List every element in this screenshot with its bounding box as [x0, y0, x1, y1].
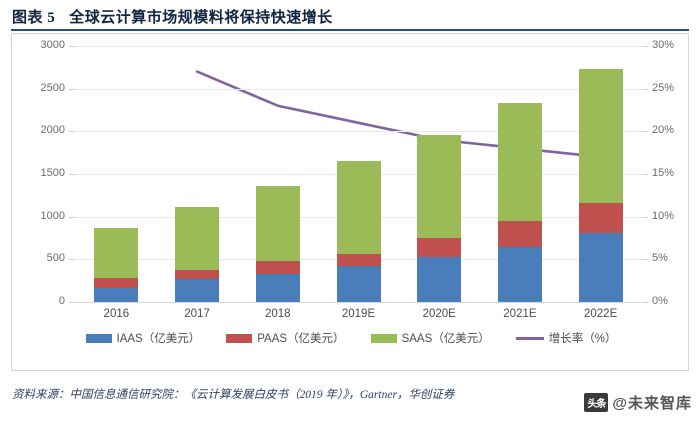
figure-number: 图表 5 — [12, 10, 56, 26]
bar-segment[interactable] — [175, 270, 220, 280]
legend-color-swatch — [226, 333, 253, 343]
chart-container: 0 0% 500 5% 1000 10% 1500 15% 2000 20% 2500 25% 3000… — [11, 33, 689, 371]
bar-group[interactable] — [336, 46, 381, 302]
x-axis-label: 2021E — [503, 308, 537, 320]
y-axis-label-right: 0% — [652, 295, 668, 307]
bar-segment[interactable] — [175, 279, 220, 302]
gridline — [76, 302, 641, 303]
y-axis-label-left: 3000 — [40, 39, 65, 51]
source-note: 资料来源：中国信息通信研究院：《云计算发展白皮书（2019 年）》，Gartne… — [12, 389, 455, 401]
y-axis-tick-right — [642, 131, 648, 133]
bar-segment[interactable] — [255, 185, 300, 262]
y-axis-tick-left — [69, 174, 75, 175]
y-axis-tick-right — [642, 46, 648, 47]
bar-segment[interactable] — [255, 261, 300, 274]
legend-label: SAAS（亿美元） — [401, 333, 490, 345]
bar-group[interactable] — [417, 46, 462, 302]
y-axis-label-right: 20% — [652, 124, 675, 137]
y-axis-label-left: 1000 — [40, 209, 65, 222]
y-axis-tick-right — [642, 259, 648, 261]
x-axis-label: 2018 — [264, 308, 291, 320]
y-axis-tick-left — [69, 216, 75, 218]
bar-group[interactable] — [578, 46, 623, 302]
y-axis-label-right: 10% — [652, 209, 675, 222]
x-axis-label: 2022E — [584, 308, 618, 320]
gridline — [76, 131, 641, 133]
bar-group[interactable] — [255, 46, 300, 302]
bar-segment[interactable] — [497, 246, 542, 302]
bar-segment[interactable] — [336, 253, 381, 267]
bar-segment[interactable] — [417, 256, 462, 302]
bar-segment[interactable] — [497, 102, 542, 222]
legend-label: IAAS（亿美元） — [116, 333, 201, 345]
bar-segment[interactable] — [578, 69, 623, 204]
y-axis-label-right: 30% — [652, 39, 675, 51]
x-axis-label: 2020E — [422, 308, 456, 320]
y-axis-tick-right — [642, 88, 648, 90]
legend-label: PAAS（亿美元） — [257, 333, 345, 345]
legend-label: 增长率（%） — [548, 333, 617, 345]
bar-segment[interactable] — [336, 266, 381, 302]
y-axis-tick-right — [642, 302, 648, 303]
bar-segment[interactable] — [175, 207, 220, 271]
y-axis-tick-left — [69, 259, 75, 261]
watermark: 头条 @未来智库 — [584, 392, 692, 413]
x-axis-label: 2016 — [103, 308, 130, 320]
bar-group[interactable] — [175, 46, 220, 302]
bar-segment[interactable] — [417, 134, 462, 239]
bar-segment[interactable] — [94, 287, 139, 302]
x-axis-label: 2019E — [341, 308, 376, 320]
legend-item[interactable]: IAAS（亿美元） — [85, 330, 201, 346]
bar-segment[interactable] — [578, 203, 623, 233]
legend-item[interactable]: PAAS（亿美元） — [226, 330, 345, 346]
bar-segment[interactable] — [255, 273, 300, 302]
watermark-badge: 头条 — [584, 393, 609, 412]
y-axis-label-right: 15% — [652, 167, 675, 179]
title-divider — [11, 29, 689, 31]
y-axis-label-right: 25% — [652, 81, 675, 94]
bar-segment[interactable] — [497, 221, 542, 247]
y-axis-label-left: 2500 — [40, 81, 65, 94]
y-axis-label-left: 2000 — [40, 124, 65, 137]
y-axis-label-left: 0 — [58, 295, 65, 307]
bar-group[interactable] — [497, 46, 542, 302]
y-axis-tick-left — [69, 88, 75, 90]
bar-group[interactable] — [94, 46, 139, 302]
y-axis-tick-left — [69, 131, 75, 133]
watermark-label: @未来智库 — [612, 395, 692, 412]
legend-item[interactable]: SAAS（亿美元） — [370, 330, 490, 346]
legend-item[interactable]: 增长率（%） — [515, 330, 617, 346]
y-axis-label-right: 5% — [652, 252, 668, 265]
chart-plot-area: 0 0% 500 5% 1000 10% 1500 15% 2000 20% 2500 25% 3000… — [41, 40, 675, 321]
bar-segment[interactable] — [578, 232, 623, 302]
legend-color-swatch — [85, 333, 112, 343]
y-axis-tick-right — [642, 216, 648, 218]
bar-segment[interactable] — [94, 227, 139, 278]
legend-line-swatch — [515, 336, 544, 340]
y-axis-label-left: 500 — [46, 252, 65, 265]
bar-segment[interactable] — [417, 238, 462, 257]
bar-segment[interactable] — [336, 161, 381, 254]
page-title: 图表 5 全球云计算市场规模料将保持快速增长 — [12, 6, 333, 27]
legend-color-swatch — [370, 333, 397, 343]
chart-legend: IAAS（亿美元） PAAS（亿美元） SAAS（亿美元） 增长率（%） — [12, 330, 690, 346]
x-axis-label: 2017 — [184, 308, 210, 320]
y-axis-label-left: 1500 — [40, 167, 65, 179]
y-axis-tick-right — [642, 174, 648, 175]
y-axis-tick-left — [69, 302, 75, 303]
gridline — [76, 88, 641, 90]
figure-title-text: 全球云计算市场规模料将保持快速增长 — [69, 10, 333, 26]
bar-segment[interactable] — [94, 277, 139, 288]
gridline — [76, 46, 641, 47]
figure-header: 图表 5 全球云计算市场规模料将保持快速增长 — [0, 0, 700, 34]
y-axis-tick-left — [69, 46, 75, 47]
